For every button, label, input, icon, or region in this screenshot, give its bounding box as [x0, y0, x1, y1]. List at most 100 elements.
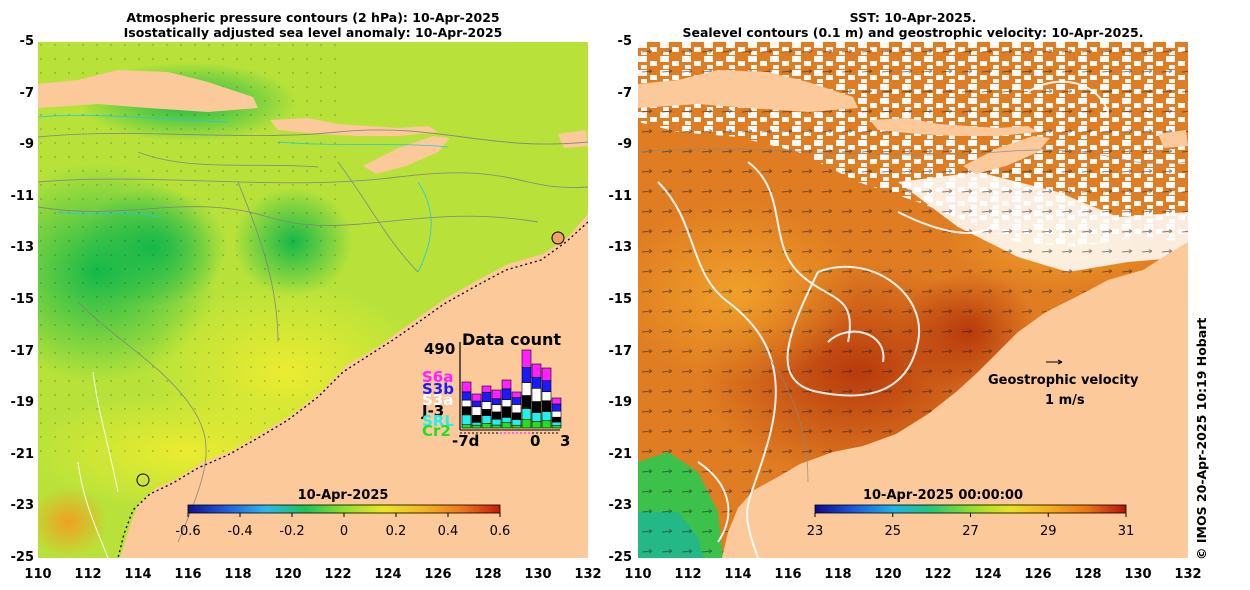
x-tick-label: 118 — [824, 567, 852, 582]
x-tick-label: 120 — [874, 567, 902, 582]
satellite-label-s6a: S6a — [422, 368, 453, 386]
x-tick-label: 110 — [624, 567, 652, 582]
colorbar-tick-label: 23 — [807, 524, 824, 539]
right-colorbar-gradient — [814, 504, 1127, 514]
y-tick-label: -17 — [608, 343, 633, 359]
data-count-bar-segment — [481, 423, 492, 429]
right-title-line-1: SST: 10-Apr-2025. — [849, 10, 977, 25]
data-count-bar-segment — [491, 424, 502, 429]
x-tick-label: 114 — [124, 567, 152, 582]
y-tick-label: -7 — [19, 85, 34, 101]
right-colorbar: 10-Apr-2025 00:00:00 23 25 27 29 31 — [807, 488, 1135, 539]
satellite-label-s3a: S3a — [422, 391, 453, 409]
x-tick-label: 130 — [524, 567, 552, 582]
colorbar-tick-label: 27 — [962, 524, 979, 539]
station-marker — [551, 231, 565, 245]
data-count-max-label: 490 — [424, 340, 455, 358]
x-tick-label: 128 — [474, 567, 502, 582]
data-count-bar-segment — [551, 416, 562, 423]
data-count-bar-segment — [541, 367, 552, 382]
bathymetry-contours — [38, 114, 449, 273]
left-title-line-1: Atmospheric pressure contours (2 hPa): 1… — [126, 10, 500, 25]
data-count-bar-segment — [461, 414, 472, 426]
data-count-bar-segment — [461, 381, 472, 393]
data-count-bar-segment — [531, 401, 542, 413]
data-count-bar-segment — [471, 424, 482, 429]
data-count-bar-segment — [511, 404, 522, 414]
x-tick-label: 122 — [324, 567, 352, 582]
shelf-break-dotted — [117, 221, 588, 558]
anomaly-blob — [38, 487, 108, 557]
data-count-bar-segment — [531, 387, 542, 402]
data-count-bar-segment — [551, 421, 562, 426]
data-count-bar-segment — [531, 376, 542, 389]
y-tick-label: -15 — [608, 292, 633, 307]
y-tick-label: -5 — [617, 34, 632, 49]
velocity-label: Geostrophic velocity — [988, 373, 1139, 388]
data-count-bar-segment — [521, 349, 532, 368]
y-tick-label: -15 — [10, 292, 35, 307]
right-title-line-2: Sealevel contours (0.1 m) and geostrophi… — [682, 25, 1144, 40]
bathymetry-contours — [638, 148, 1188, 483]
satellite-label-j3: J-3 — [421, 402, 444, 420]
data-count-bar-segment — [551, 425, 562, 429]
data-count-bar-segment — [511, 391, 522, 398]
y-tick-label: -13 — [608, 240, 633, 256]
land-java — [638, 70, 858, 112]
y-tick-label: -11 — [608, 188, 633, 204]
data-count-bar-segment — [481, 409, 492, 416]
y-tick-label: -19 — [10, 395, 35, 411]
data-count-bar-segment — [521, 419, 532, 429]
colorbar-tick-label: 0.4 — [438, 524, 459, 539]
land-lesser-sunda — [270, 118, 438, 136]
station-marker — [136, 473, 150, 487]
data-count-title: Data count — [462, 330, 561, 349]
velocity-scale-value: 1 m/s — [1045, 393, 1085, 408]
y-tick-label: -23 — [10, 498, 35, 514]
x-tick-label: 112 — [74, 567, 102, 582]
data-count-bar-segment — [521, 367, 532, 383]
data-count-bar-segment — [461, 406, 472, 416]
data-count-bar-segment — [531, 363, 542, 378]
data-count-bar-segment — [491, 404, 502, 413]
data-count-bar-segment — [531, 412, 542, 422]
data-count-bar-segment — [541, 380, 552, 392]
data-count-bar-segment — [501, 388, 512, 400]
data-count-x-label-end: 3 — [560, 432, 570, 450]
data-count-bar-segment — [471, 414, 482, 423]
data-count-bar-segment — [531, 421, 542, 429]
data-count-bar-segment — [501, 417, 512, 423]
data-count-bar-segment — [491, 398, 502, 405]
data-count-bar-segment — [501, 422, 512, 429]
colorbar-tick-label: 25 — [884, 524, 901, 539]
y-tick-label: -21 — [608, 446, 633, 462]
data-count-bar-segment — [491, 389, 502, 400]
data-count-bar-segment — [471, 422, 482, 426]
data-count-bar-segment — [471, 406, 482, 416]
data-count-bar-segment — [511, 412, 522, 420]
right-colorbar-label: 10-Apr-2025 00:00:00 — [863, 488, 1023, 503]
x-tick-label: 116 — [174, 567, 202, 582]
x-tick-label: 114 — [724, 567, 752, 582]
data-count-bar-segment — [471, 393, 482, 402]
y-tick-label: -19 — [608, 395, 633, 411]
right-map-title: SST: 10-Apr-2025. Sealevel contours (0.1… — [638, 10, 1188, 40]
y-tick-label: -13 — [10, 240, 35, 256]
y-tick-label: -11 — [10, 188, 35, 204]
land-australia — [120, 214, 588, 558]
x-tick-label: 128 — [1074, 567, 1102, 582]
data-count-bar-segment — [541, 391, 552, 402]
land-small-island — [1158, 130, 1188, 148]
data-count-bar-segment — [481, 401, 492, 410]
left-colorbar: 10-Apr-2025 -0.6 -0.4 -0.2 0 0.2 0.4 0.6 — [175, 488, 510, 539]
data-count-inset: Data count 490 S6a S3b S3a J-3 SRL Cr2 -… — [421, 330, 570, 450]
colorbar-tick-label: 0.6 — [490, 524, 511, 539]
y-tick-label: -21 — [10, 446, 35, 462]
cross-track-dots — [38, 42, 338, 462]
colorbar-tick-label: 0.2 — [386, 524, 407, 539]
data-count-bar-segment — [521, 408, 532, 420]
land-timor — [963, 136, 1050, 174]
x-tick-label: 124 — [374, 567, 402, 582]
sea-level-anomaly-map: Data count 490 S6a S3b S3a J-3 SRL Cr2 -… — [38, 42, 588, 558]
colorbar-tick-label: 0 — [340, 524, 348, 539]
